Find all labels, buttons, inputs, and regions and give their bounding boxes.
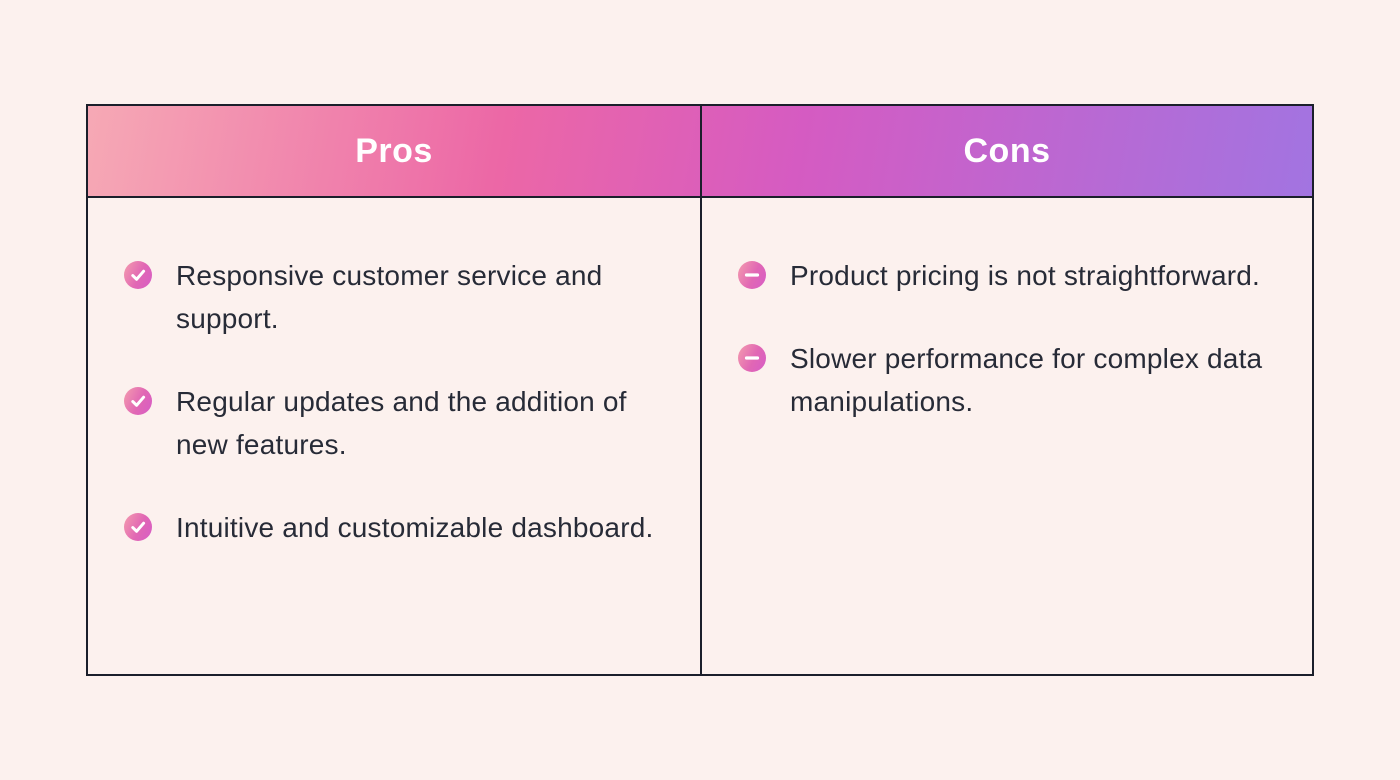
table-header-row: Pros Cons xyxy=(88,106,1312,198)
check-circle-icon xyxy=(124,387,152,415)
pros-list: Responsive customer service and support.… xyxy=(124,254,664,549)
minus-circle-icon xyxy=(738,261,766,289)
list-item: Product pricing is not straightforward. xyxy=(738,254,1276,297)
table-body-row: Responsive customer service and support.… xyxy=(88,198,1312,674)
cons-cell: Product pricing is not straightforward. … xyxy=(700,198,1312,674)
pro-item-text: Responsive customer service and support. xyxy=(176,260,603,334)
pros-header: Pros xyxy=(355,131,433,170)
minus-circle-icon xyxy=(738,344,766,372)
list-item: Intuitive and customizable dashboard. xyxy=(124,506,664,549)
list-item: Regular updates and the addition of new … xyxy=(124,380,664,466)
list-item: Responsive customer service and support. xyxy=(124,254,664,340)
pro-item-text: Regular updates and the addition of new … xyxy=(176,386,627,460)
cons-header: Cons xyxy=(700,106,1312,196)
pros-cons-table: Pros Cons Responsive customer servic xyxy=(86,104,1314,676)
con-item-text: Slower performance for complex data mani… xyxy=(790,343,1263,417)
list-item: Slower performance for complex data mani… xyxy=(738,337,1276,423)
con-item-text: Product pricing is not straightforward. xyxy=(790,260,1261,291)
pro-item-text: Intuitive and customizable dashboard. xyxy=(176,512,654,543)
check-circle-icon xyxy=(124,261,152,289)
cons-list: Product pricing is not straightforward. … xyxy=(738,254,1276,423)
pros-cell: Responsive customer service and support.… xyxy=(88,198,700,674)
check-circle-icon xyxy=(124,513,152,541)
